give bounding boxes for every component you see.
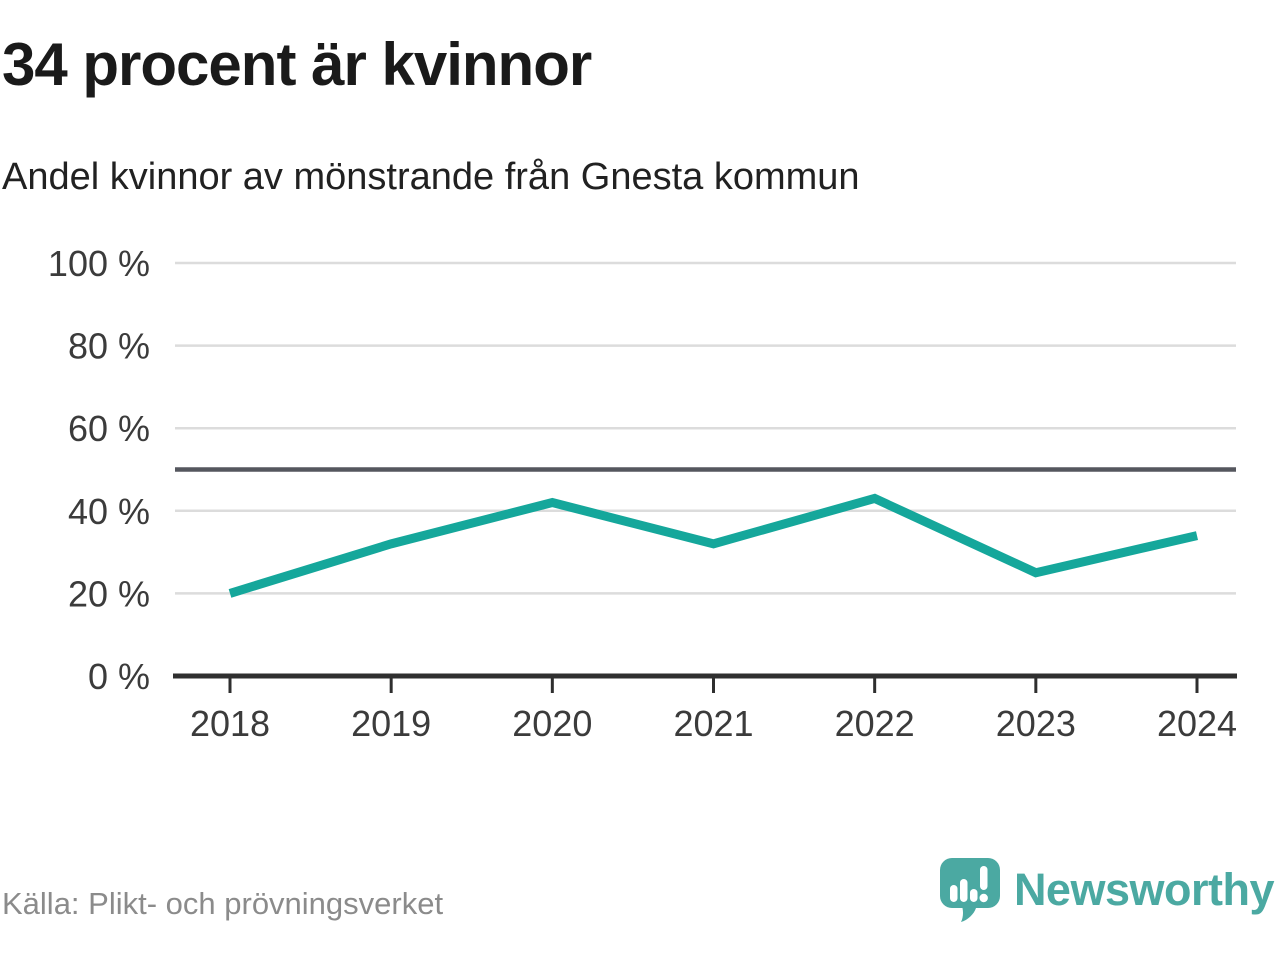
- x-tick-label: 2018: [190, 703, 270, 744]
- newsworthy-logo: Newsworthy: [938, 856, 1275, 924]
- x-tick-label: 2022: [835, 703, 915, 744]
- x-tick-label: 2020: [512, 703, 592, 744]
- chart-subtitle: Andel kvinnor av mönstrande från Gnesta …: [2, 156, 860, 198]
- x-tick-label: 2024: [1157, 703, 1237, 744]
- y-tick-label: 0 %: [88, 656, 150, 697]
- x-tick-label: 2019: [351, 703, 431, 744]
- newsworthy-logo-icon: [939, 858, 1000, 922]
- x-tick-label: 2021: [673, 703, 753, 744]
- page-title: 34 procent är kvinnor: [2, 31, 592, 98]
- newsworthy-logo-text: Newsworthy: [1013, 864, 1275, 915]
- y-tick-label: 60 %: [68, 408, 150, 449]
- y-tick-label: 100 %: [48, 243, 150, 284]
- y-tick-label: 40 %: [68, 491, 150, 532]
- y-tick-label: 80 %: [68, 326, 150, 367]
- x-tick-label: 2023: [996, 703, 1076, 744]
- data-line: [228, 493, 1199, 598]
- y-tick-label: 20 %: [68, 573, 150, 614]
- source-note: Källa: Plikt- och prövningsverket: [2, 886, 444, 921]
